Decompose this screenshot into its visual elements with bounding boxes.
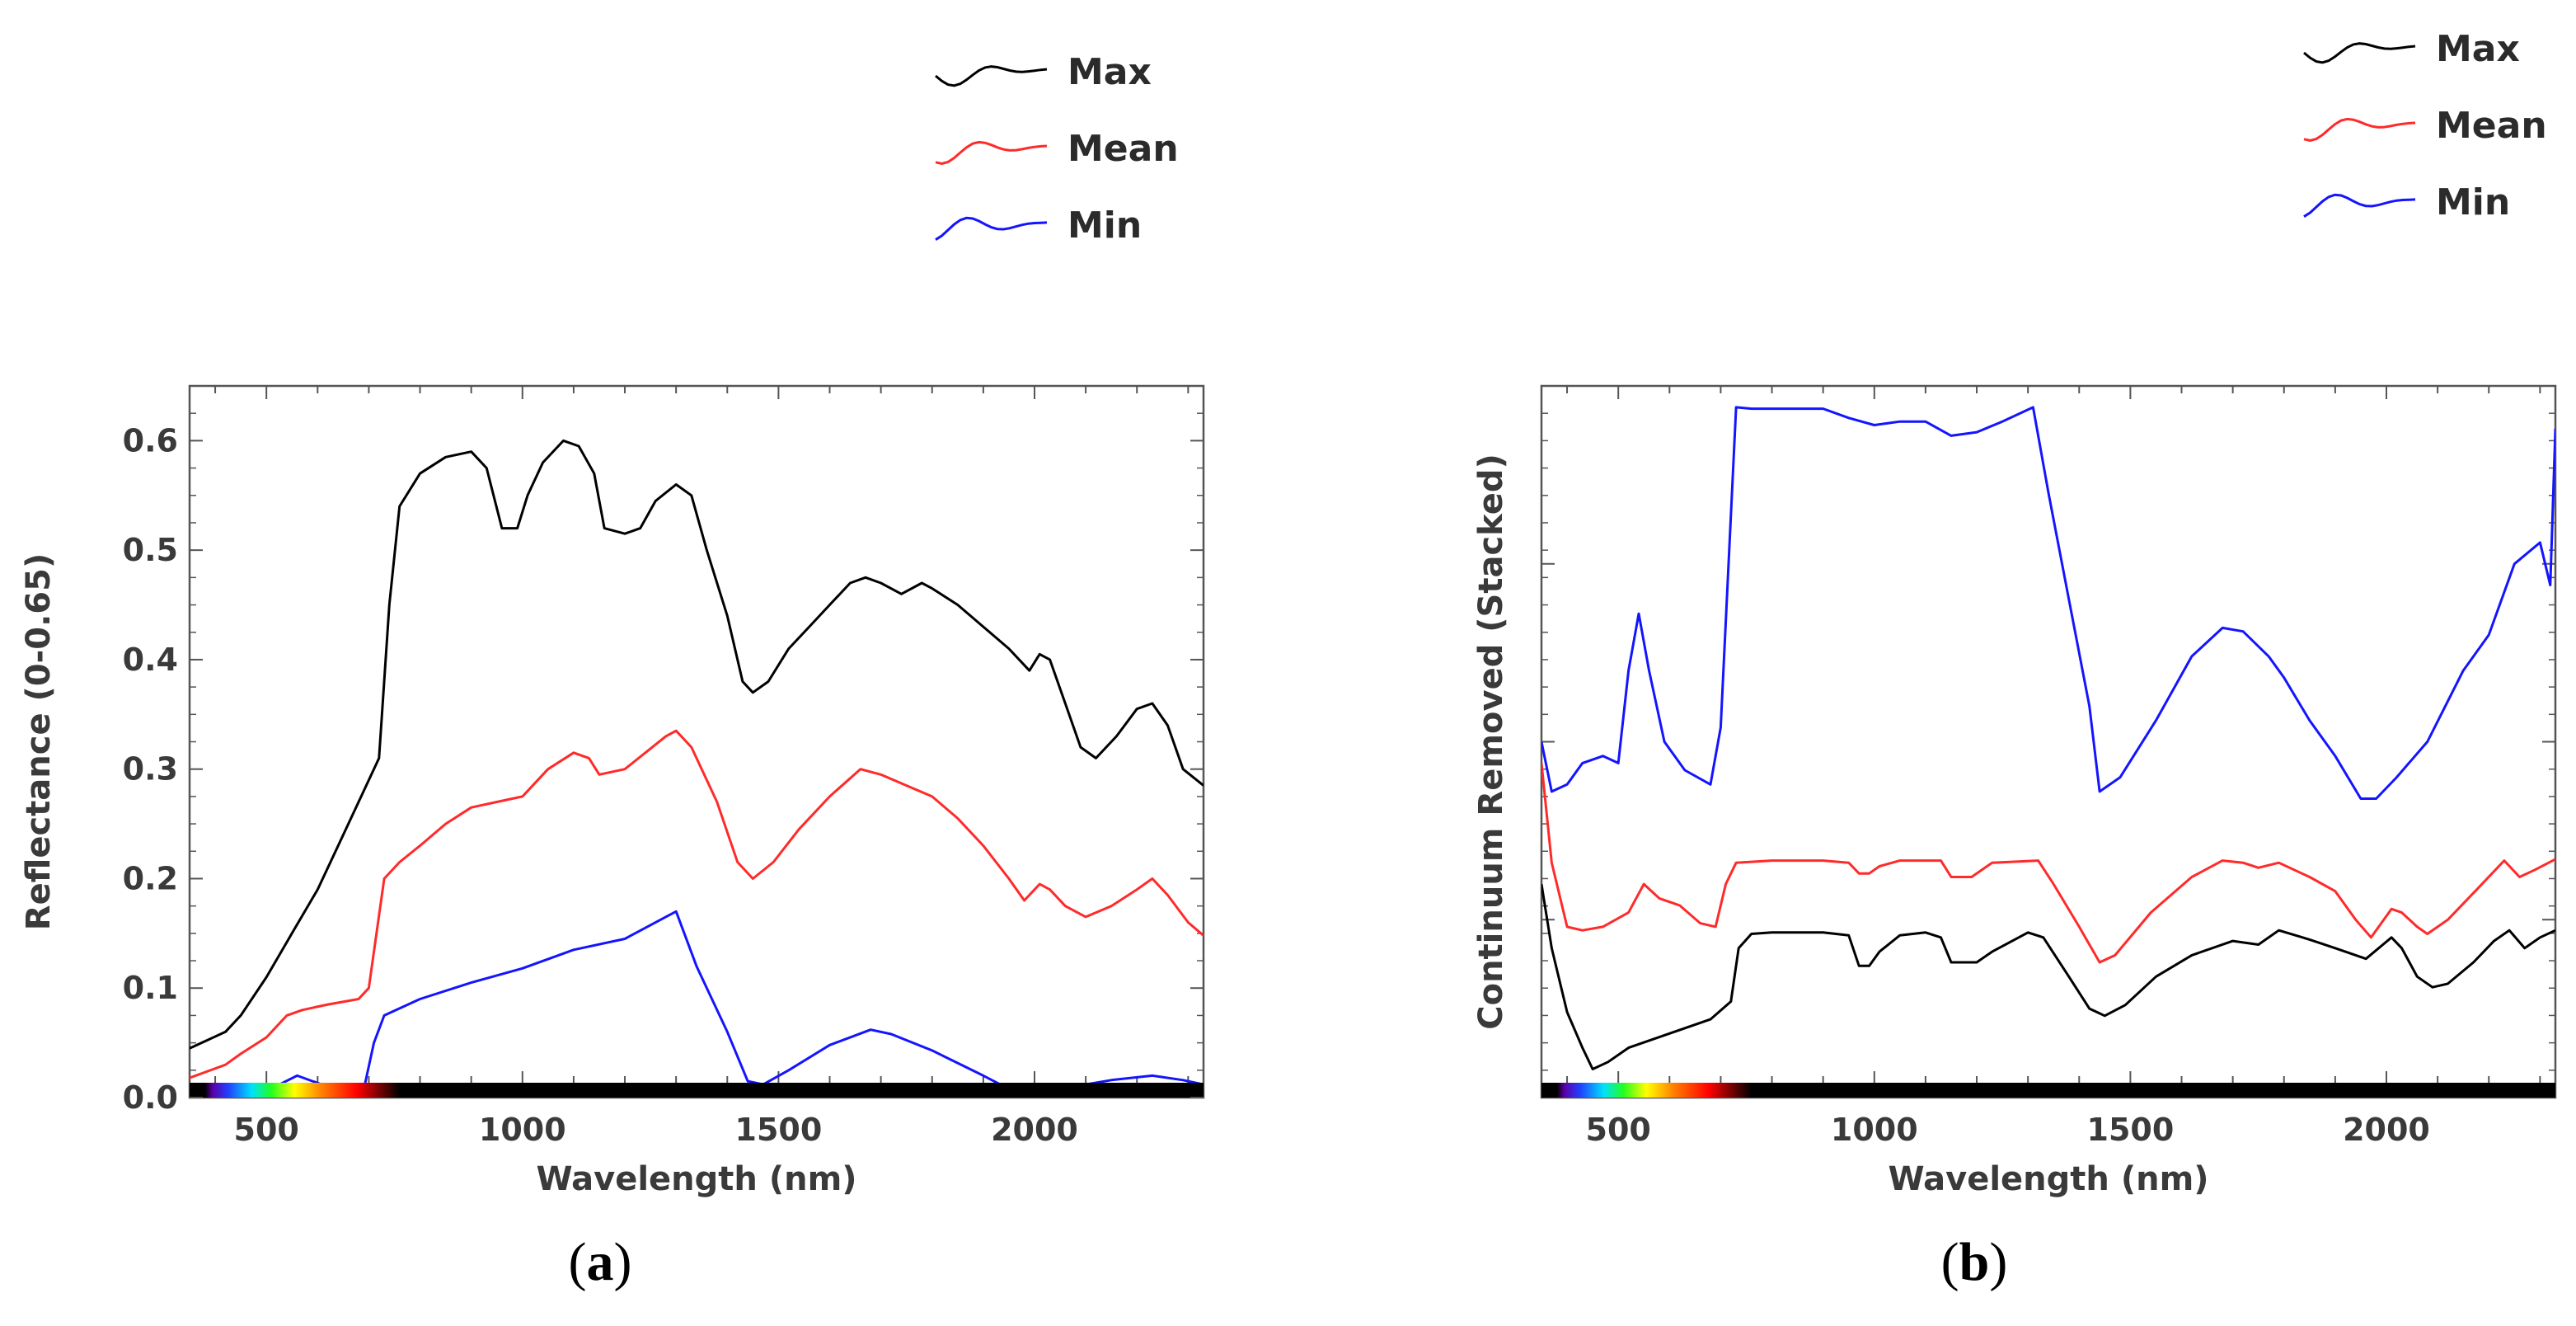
- series-line-min: [1541, 406, 2555, 800]
- panel-caption: (a): [569, 1232, 632, 1292]
- series-line-min: [280, 910, 1202, 1083]
- x-axis-label: Wavelength (nm): [536, 1160, 856, 1198]
- legend-label-min: Min: [1067, 205, 1142, 247]
- y-tick-label: 0.4: [123, 642, 178, 678]
- legend-label-max: Max: [2436, 28, 2520, 70]
- caption-letter: a: [587, 1232, 614, 1292]
- caption-close-paren: ): [614, 1232, 632, 1292]
- spectrum-bar: [1541, 1083, 2555, 1098]
- x-axis-label: Wavelength (nm): [1888, 1160, 2208, 1198]
- series-line-max: [190, 439, 1204, 1050]
- legend-line-icon: [935, 140, 1048, 165]
- legend-label-min: Min: [2436, 181, 2510, 223]
- caption-letter: b: [1959, 1232, 1990, 1292]
- legend-label-max: Max: [1067, 51, 1152, 93]
- x-tick-label: 1000: [1831, 1112, 1918, 1148]
- series-line-mean: [1541, 763, 2555, 964]
- legend-label-mean: Mean: [1067, 128, 1179, 170]
- x-tick-label: 1500: [2087, 1112, 2175, 1148]
- x-tick-label: 1000: [479, 1112, 566, 1148]
- caption-open-paren: (: [569, 1232, 587, 1292]
- spectrum-visible-band: [1556, 1083, 1752, 1098]
- plot-frame: [188, 384, 1205, 1099]
- y-tick-label: 0.3: [123, 751, 178, 788]
- series-line-mean: [190, 729, 1204, 1079]
- panel-caption: (b): [1941, 1232, 2008, 1292]
- spectrum-bar: [190, 1083, 1204, 1098]
- legend-line-icon: [2303, 193, 2416, 218]
- y-tick-label: 0.2: [123, 860, 178, 896]
- y-tick-label: 0.0: [123, 1079, 178, 1116]
- x-tick-label: 500: [234, 1112, 299, 1148]
- x-tick-label: 1500: [735, 1112, 823, 1148]
- chart-panel-b: 500 1000 1500 2000 Wavelength (nm) Continuum …: [1472, 28, 2557, 1292]
- caption-open-paren: (: [1941, 1232, 1959, 1292]
- legend-line-icon: [935, 216, 1048, 241]
- series-line-max: [1541, 883, 2555, 1070]
- x-tick-label: 2000: [2343, 1112, 2430, 1148]
- y-tick-label: 0.5: [123, 532, 178, 568]
- y-axis-label: Continuum Removed (Stacked): [1472, 454, 1510, 1030]
- y-tick-label: 0.1: [123, 970, 178, 1006]
- legend-line-icon: [2303, 42, 2416, 64]
- caption-close-paren: ): [1989, 1232, 2007, 1292]
- x-tick-label: 2000: [991, 1112, 1078, 1148]
- legend-line-icon: [935, 65, 1048, 87]
- x-tick-label: 500: [1586, 1112, 1651, 1148]
- y-axis-label: Reflectance (0-0.65): [20, 553, 58, 930]
- chart-panel-a: 500 1000 1500 2000 0.0 0.1 0.2 0.3 0.4 0.5 0.6 Wave…: [20, 51, 1205, 1292]
- spectrum-visible-band: [204, 1083, 400, 1098]
- y-tick-label: 0.6: [123, 422, 178, 458]
- legend-label-mean: Mean: [2436, 105, 2547, 147]
- legend-line-icon: [2303, 117, 2416, 142]
